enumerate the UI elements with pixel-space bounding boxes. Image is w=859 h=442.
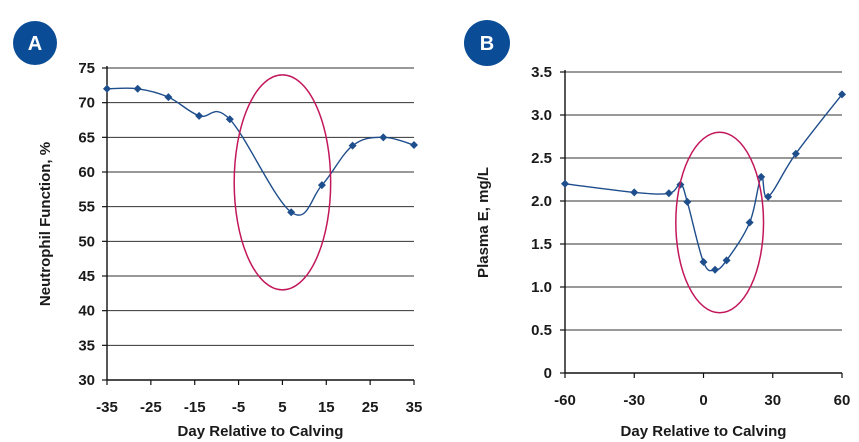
chart-a-y-axis-title: Neutrophil Function, %: [37, 142, 54, 306]
chart-b-data-point: [561, 179, 569, 188]
chart-b-data-point: [757, 172, 766, 181]
chart-b-data-point: [683, 197, 692, 206]
chart-a-y-tick-label: 65: [78, 129, 95, 146]
chart-a-y-tick-label: 50: [78, 233, 95, 250]
chart-b-y-tick-label: 1.0: [531, 279, 552, 296]
chart-a-data-point: [348, 141, 357, 150]
chart-a-x-tick-label: 5: [278, 399, 286, 416]
chart-a-panel-label: A: [28, 33, 42, 55]
chart-b-data-point: [764, 192, 773, 201]
chart-b-y-tick-label: 0: [544, 365, 552, 382]
chart-b-data-point: [711, 265, 720, 274]
chart-panel-a: 30 35 40 45 50 55 60 65 70 75 -35 -25 -15 -5 5 15 25 35 Da…: [13, 21, 423, 440]
chart-a-y-tick-label: 55: [78, 199, 95, 216]
chart-a-data-point: [410, 140, 418, 149]
chart-b-panel-label: B: [480, 33, 494, 55]
chart-a-data-point: [317, 181, 326, 190]
chart-a-panel-badge: [13, 21, 57, 65]
chart-b-data-point: [699, 258, 708, 267]
chart-a-data-point: [103, 84, 111, 93]
chart-b-data-point: [745, 218, 754, 227]
chart-a-x-tick-label: 15: [318, 399, 335, 416]
chart-b-panel-badge: [464, 20, 510, 66]
chart-a-y-tick-label: 35: [78, 337, 95, 354]
chart-b-x-axis-title: Day Relative to Calving: [621, 423, 787, 440]
chart-a-data-point: [287, 208, 296, 217]
chart-b-x-tick-label: 0: [699, 392, 707, 409]
chart-a-x-axis-title: Day Relative to Calving: [178, 423, 344, 440]
chart-a-svg: 30 35 40 45 50 55 60 65 70 75 -35 -25 -15 -5 5 15 25 35 Da…: [13, 21, 423, 440]
chart-a-x-tick-label: -35: [96, 399, 118, 416]
chart-b-data-point: [791, 149, 800, 158]
chart-a-data-point: [164, 93, 173, 102]
chart-panel-b: 0 0.5 1.0 1.5 2.0 2.5 3.0 3.5 -60 -30 0 30 60 Day Rel…: [440, 0, 859, 442]
chart-b-x-tick-label: -60: [554, 392, 576, 409]
chart-a-y-tick-label: 45: [78, 268, 95, 285]
chart-a-series-line: [106, 87, 415, 216]
chart-b-y-tick-label: 2.5: [531, 150, 552, 167]
chart-b-data-point: [838, 90, 846, 99]
chart-b-highlight-ellipse: [675, 131, 765, 314]
chart-a-x-tick-label: 35: [406, 399, 423, 416]
chart-b-data-point: [722, 256, 731, 265]
chart-b-x-tick-label: 30: [764, 392, 781, 409]
chart-a-y-tick-label: 60: [78, 164, 95, 181]
chart-a-x-tick-label: -5: [232, 399, 245, 416]
chart-a-x-tick-label: -25: [140, 399, 162, 416]
chart-a-y-tick-label: 75: [78, 60, 95, 77]
chart-b-y-axis-title: Plasma E, mg/L: [475, 167, 492, 278]
chart-b-data-point: [630, 188, 639, 197]
chart-b-y-tick-label: 3.0: [531, 107, 552, 124]
chart-a-x-tick-label: 25: [362, 399, 379, 416]
chart-b-y-tick-label: 3.5: [531, 64, 552, 81]
chart-b-svg: 0 0.5 1.0 1.5 2.0 2.5 3.0 3.5 -60 -30 0 30 60 Day Rel…: [464, 20, 851, 440]
chart-a-highlight-ellipse: [233, 74, 332, 291]
chart-b-x-tick-label: -30: [623, 392, 645, 409]
chart-b-data-point: [664, 189, 673, 198]
chart-a-data-point: [379, 133, 388, 142]
chart-b-y-tick-label: 0.5: [531, 322, 552, 339]
chart-b-y-tick-label: 1.5: [531, 236, 552, 253]
chart-b-x-tick-label: 60: [834, 392, 851, 409]
chart-a-data-point: [225, 115, 234, 124]
chart-a-data-point: [195, 111, 204, 120]
chart-b-y-tick-label: 2.0: [531, 193, 552, 210]
chart-a-data-point: [133, 84, 142, 93]
chart-a-y-tick-label: 30: [78, 372, 95, 389]
chart-a-y-tick-label: 40: [78, 303, 95, 320]
chart-a-y-tick-label: 70: [78, 95, 95, 112]
chart-a-x-tick-label: -15: [184, 399, 206, 416]
